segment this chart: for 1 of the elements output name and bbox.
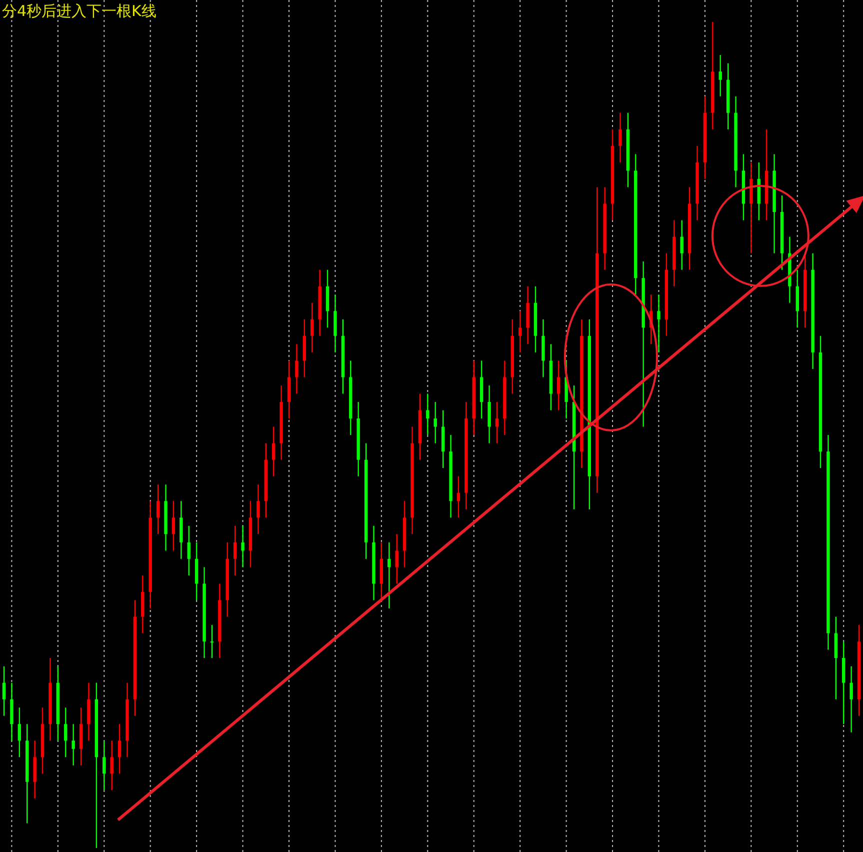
annotation: 分4秒后进入下一根K线 <box>2 2 156 20</box>
